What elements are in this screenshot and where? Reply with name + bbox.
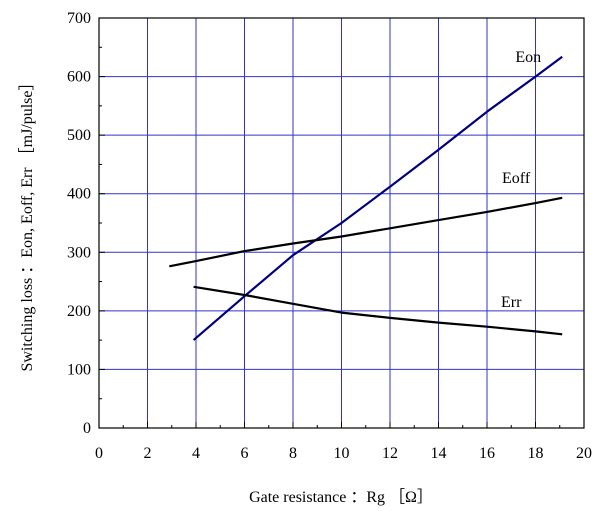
y-tick-label: 500	[67, 127, 91, 144]
x-tick-label: 10	[334, 445, 350, 462]
x-tick-label: 0	[95, 445, 103, 462]
series-line-eoff	[169, 196, 563, 268]
series-label-eon: Eon	[515, 49, 541, 66]
x-tick-label: 8	[289, 445, 297, 462]
series-lines	[169, 55, 563, 341]
series-labels: Eon Eoff Err	[501, 49, 541, 311]
y-tick-label: 600	[67, 69, 91, 86]
series-line-err	[193, 285, 563, 336]
x-tick-label: 12	[382, 445, 398, 462]
y-axis-title: Switching loss ：Eon, Eoff, Err ［mJ/pulse…	[18, 74, 36, 371]
y-tick-label: 300	[67, 244, 91, 261]
x-tick-label: 14	[431, 445, 447, 462]
y-tick-label: 400	[67, 186, 91, 203]
x-axis-title: Gate resistance ：Rg ［Ω］	[249, 488, 433, 506]
series-line-eon	[192, 55, 563, 341]
axis-ticks	[98, 17, 585, 429]
x-tick-label: 20	[576, 445, 592, 462]
x-tick-label: 18	[528, 445, 544, 462]
series-label-eoff: Eoff	[502, 170, 531, 187]
x-tick-label: 2	[144, 445, 152, 462]
x-tick-label: 16	[479, 445, 495, 462]
y-tick-label: 100	[67, 361, 91, 378]
y-tick-label: 700	[67, 10, 91, 27]
x-tick-label: 4	[192, 445, 200, 462]
x-tick-label: 6	[241, 445, 249, 462]
y-tick-label: 0	[83, 420, 91, 437]
y-tick-label: 200	[67, 303, 91, 320]
series-label-err: Err	[501, 294, 522, 311]
